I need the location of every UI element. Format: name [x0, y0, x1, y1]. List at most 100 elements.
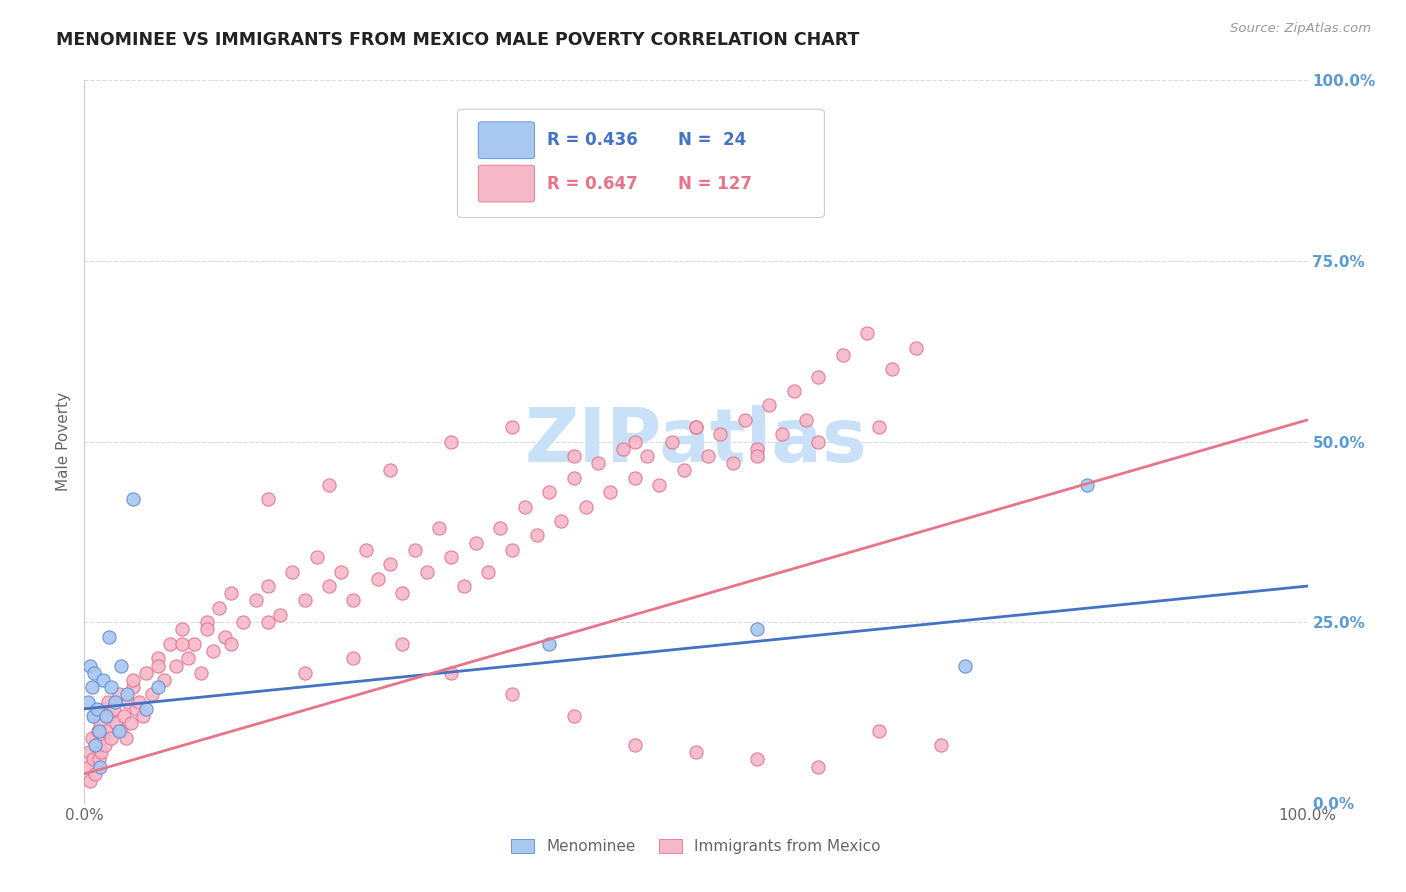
- Point: [146, 680, 169, 694]
- Point: [208, 600, 231, 615]
- Point: [159, 637, 181, 651]
- Point: [115, 687, 138, 701]
- Point: [342, 651, 364, 665]
- Point: [87, 723, 110, 738]
- Point: [104, 695, 127, 709]
- Point: [96, 709, 118, 723]
- Point: [856, 326, 879, 340]
- Point: [294, 665, 316, 680]
- Point: [245, 593, 267, 607]
- Point: [232, 615, 254, 630]
- Point: [294, 593, 316, 607]
- Point: [100, 680, 122, 694]
- Point: [747, 442, 769, 456]
- Point: [177, 651, 200, 665]
- Point: [257, 615, 280, 630]
- Point: [869, 723, 891, 738]
- Point: [91, 673, 114, 687]
- Point: [77, 760, 100, 774]
- Point: [672, 463, 695, 477]
- Point: [685, 420, 707, 434]
- Point: [93, 702, 115, 716]
- Point: [281, 565, 304, 579]
- Point: [489, 521, 512, 535]
- Point: [219, 586, 242, 600]
- Point: [122, 680, 145, 694]
- Point: [807, 434, 830, 449]
- Point: [953, 658, 976, 673]
- Point: [87, 752, 110, 766]
- Point: [87, 723, 110, 738]
- Point: [110, 658, 132, 673]
- Point: [269, 607, 291, 622]
- Point: [183, 637, 205, 651]
- Point: [77, 695, 100, 709]
- Point: [153, 673, 176, 687]
- Y-axis label: Male Poverty: Male Poverty: [56, 392, 72, 491]
- Point: [624, 434, 647, 449]
- Point: [440, 434, 463, 449]
- Point: [636, 449, 658, 463]
- Point: [747, 623, 769, 637]
- Point: [318, 579, 340, 593]
- Point: [122, 673, 145, 687]
- Point: [135, 665, 157, 680]
- Point: [172, 623, 194, 637]
- Point: [195, 615, 218, 630]
- Point: [586, 456, 609, 470]
- Point: [82, 752, 104, 766]
- Point: [734, 413, 756, 427]
- Point: [86, 702, 108, 716]
- Point: [100, 731, 122, 745]
- Point: [562, 449, 585, 463]
- Point: [661, 434, 683, 449]
- Point: [201, 644, 224, 658]
- Point: [84, 767, 107, 781]
- Point: [562, 709, 585, 723]
- Point: [831, 348, 853, 362]
- Point: [94, 738, 117, 752]
- Point: [440, 665, 463, 680]
- Point: [391, 586, 413, 600]
- Point: [79, 658, 101, 673]
- Legend: Menominee, Immigrants from Mexico: Menominee, Immigrants from Mexico: [505, 833, 887, 860]
- Point: [165, 658, 187, 673]
- Point: [880, 362, 903, 376]
- Point: [89, 760, 111, 774]
- Point: [747, 752, 769, 766]
- Point: [110, 723, 132, 738]
- Point: [721, 456, 744, 470]
- Point: [562, 470, 585, 484]
- Point: [128, 695, 150, 709]
- Point: [103, 702, 125, 716]
- Point: [869, 420, 891, 434]
- Point: [502, 687, 524, 701]
- Point: [214, 630, 236, 644]
- Point: [115, 731, 138, 745]
- Point: [190, 665, 212, 680]
- Point: [404, 542, 426, 557]
- Point: [125, 702, 148, 716]
- Point: [135, 702, 157, 716]
- Point: [747, 449, 769, 463]
- Point: [502, 542, 524, 557]
- Point: [502, 420, 524, 434]
- Point: [219, 637, 242, 651]
- Point: [89, 716, 111, 731]
- Point: [105, 716, 128, 731]
- Point: [79, 774, 101, 789]
- Point: [807, 760, 830, 774]
- Text: ZIPatlas: ZIPatlas: [524, 405, 868, 478]
- Point: [538, 637, 561, 651]
- Point: [97, 695, 120, 709]
- Point: [770, 427, 793, 442]
- Point: [257, 492, 280, 507]
- Point: [550, 514, 572, 528]
- Point: [367, 572, 389, 586]
- Point: [453, 579, 475, 593]
- Point: [342, 593, 364, 607]
- Point: [172, 637, 194, 651]
- Point: [380, 558, 402, 572]
- Point: [97, 709, 120, 723]
- Point: [117, 695, 139, 709]
